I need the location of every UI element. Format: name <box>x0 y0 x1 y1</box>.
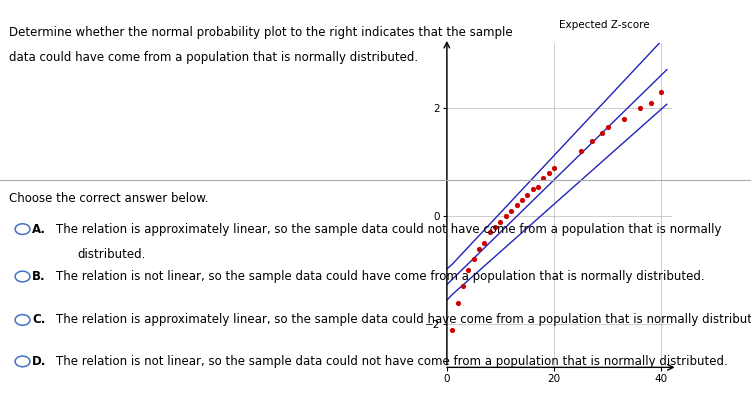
Point <box>526 186 538 192</box>
Text: Determine whether the normal probability plot to the right indicates that the sa: Determine whether the normal probability… <box>9 26 513 39</box>
Point <box>451 299 463 306</box>
Text: C.: C. <box>32 314 45 326</box>
Text: The relation is approximately linear, so the sample data could have come from a : The relation is approximately linear, so… <box>56 314 751 326</box>
Point <box>575 148 587 154</box>
Point <box>484 229 496 235</box>
Point <box>532 183 544 190</box>
Point <box>618 116 630 122</box>
Point <box>586 137 598 144</box>
Text: B.: B. <box>32 270 46 283</box>
Point <box>457 283 469 290</box>
Point <box>446 326 458 333</box>
Text: Expected Z-score: Expected Z-score <box>559 21 650 30</box>
Point <box>548 164 560 171</box>
Point <box>656 89 668 95</box>
Point <box>543 170 555 176</box>
Point <box>538 175 550 182</box>
Text: Choose the correct answer below.: Choose the correct answer below. <box>9 192 209 205</box>
Point <box>463 267 475 273</box>
Point <box>489 224 501 230</box>
Point <box>596 130 608 136</box>
Text: The relation is not linear, so the sample data could not have come from a popula: The relation is not linear, so the sampl… <box>56 355 728 368</box>
Point <box>516 197 528 203</box>
Text: The relation is not linear, so the sample data could have come from a population: The relation is not linear, so the sampl… <box>56 270 704 283</box>
Text: A.: A. <box>32 223 46 235</box>
Text: D.: D. <box>32 355 47 368</box>
Point <box>494 218 506 225</box>
Point <box>473 245 485 252</box>
Point <box>505 208 517 214</box>
Point <box>634 105 646 111</box>
Point <box>478 240 490 246</box>
Point <box>521 192 533 198</box>
Point <box>468 256 480 263</box>
Text: The relation is approximately linear, so the sample data could not have come fro: The relation is approximately linear, so… <box>56 223 722 235</box>
Text: data could have come from a population that is normally distributed.: data could have come from a population t… <box>9 51 418 64</box>
Point <box>644 100 656 106</box>
Text: distributed.: distributed. <box>77 248 146 261</box>
Point <box>511 202 523 209</box>
Point <box>500 213 512 219</box>
Point <box>602 124 614 130</box>
